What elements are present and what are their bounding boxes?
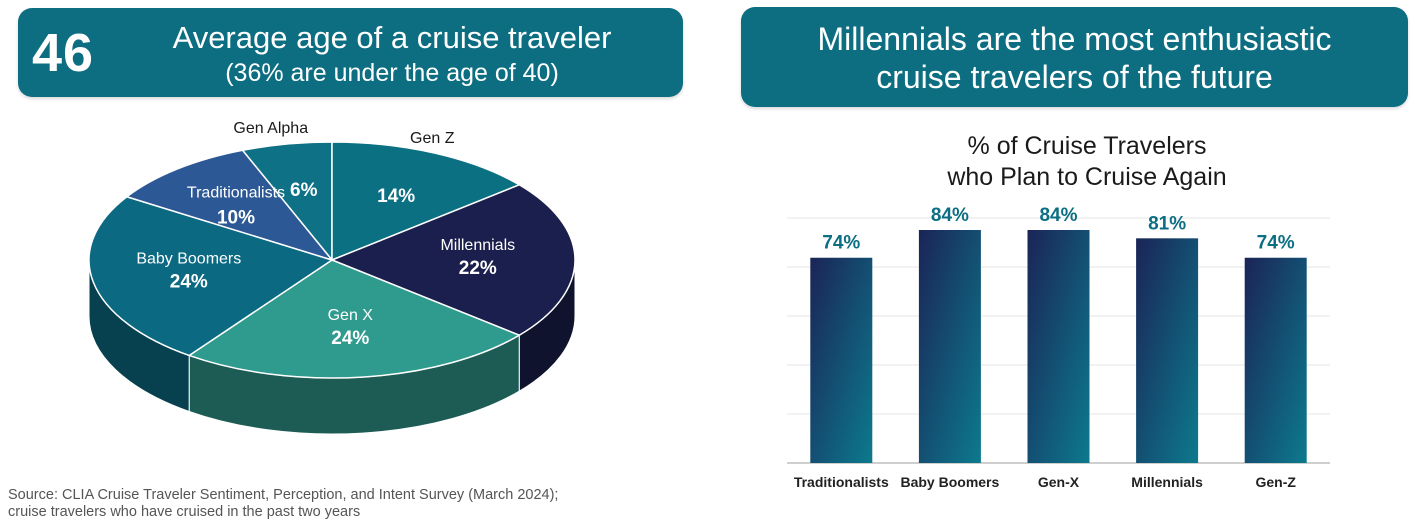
bar-category-gen-x: Gen-X: [1038, 474, 1080, 490]
source-line2: cruise travelers who have cruised in the…: [8, 504, 361, 520]
pie-value-baby-boomers: 24%: [170, 271, 208, 292]
bar-value-traditionalists: 74%: [822, 233, 860, 254]
bar-gen-z: [1244, 257, 1307, 463]
bar-value-baby-boomers: 84%: [931, 205, 969, 226]
bar-baby-boomers: [918, 230, 981, 463]
bar-category-gen-z: Gen-Z: [1255, 474, 1296, 490]
pie-value-traditionalists: 10%: [217, 208, 255, 229]
source-line1: Source: CLIA Cruise Traveler Sentiment, …: [8, 487, 559, 503]
pie-slice-gen-x: [187, 259, 521, 379]
bar-category-traditionalists: Traditionalists: [794, 474, 889, 490]
pie-label-gen-x: Gen X: [328, 307, 374, 324]
pie-slice-gen-z: [331, 141, 521, 262]
pie-value-millennials: 22%: [459, 258, 497, 279]
bar-category-baby-boomers: Baby Boomers: [900, 474, 999, 490]
pie-label-gen-z: Gen Z: [410, 130, 455, 147]
pie-label-traditionalists: Traditionalists: [187, 185, 285, 202]
bar-millennials: [1136, 238, 1199, 463]
pie-label-baby-boomers: Baby Boomers: [136, 250, 241, 267]
left-banner: 46 Average age of a cruise traveler (36%…: [18, 8, 683, 97]
pie-value-gen-alpha: 6%: [290, 180, 318, 201]
right-banner: Millennials are the most enthusiastic cr…: [741, 7, 1408, 107]
pie-value-gen-x: 24%: [331, 328, 369, 349]
source-note: Source: CLIA Cruise Traveler Sentiment, …: [8, 487, 688, 521]
pie-value-gen-z: 14%: [377, 186, 415, 207]
bar-chart-title-line2: who Plan to Cruise Again: [946, 163, 1226, 191]
bar-gen-x: [1027, 230, 1090, 463]
bar-chart-title-line1: % of Cruise Travelers: [968, 132, 1207, 160]
pie-label-millennials: Millennials: [440, 237, 515, 254]
generation-pie-chart: Gen Alpha 6% Gen Z 14% Millennials 22% Gen X 24…: [88, 120, 576, 435]
average-age-subtitle: (36% are under the age of 40): [225, 59, 559, 87]
pie-slice-baby-boomers: [88, 195, 334, 357]
pie-label-gen-alpha: Gen Alpha: [233, 120, 308, 137]
bar-category-millennials: Millennials: [1131, 474, 1203, 490]
millennials-headline: Millennials are the most enthusiastic cr…: [741, 20, 1408, 96]
bar-value-gen-z: 74%: [1257, 233, 1295, 254]
average-age-title: Average age of a cruise traveler: [172, 20, 612, 55]
pie-labels: Gen Alpha 6% Gen Z 14% Millennials 22% Gen X 24…: [136, 120, 515, 349]
bar-value-gen-x: 84%: [1039, 205, 1077, 226]
average-age-number: 46: [32, 23, 95, 83]
millennials-headline-line1: Millennials are the most enthusiastic: [817, 21, 1332, 57]
pie-slice-millennials: [329, 183, 576, 337]
pie-slice-traditionalists: [125, 149, 335, 262]
bar-traditionalists: [810, 257, 873, 463]
pie-slices: [88, 141, 576, 379]
millennials-headline-line2: cruise travelers of the future: [876, 59, 1273, 95]
bar-value-millennials: 81%: [1148, 213, 1186, 234]
